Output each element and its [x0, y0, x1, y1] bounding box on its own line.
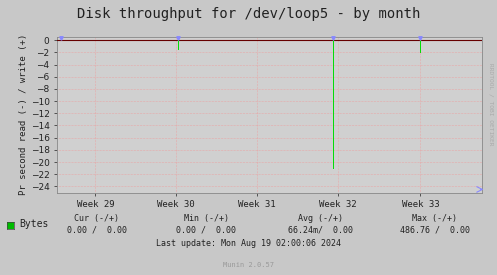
- Text: 486.76 /  0.00: 486.76 / 0.00: [400, 225, 470, 234]
- Text: 66.24m/  0.00: 66.24m/ 0.00: [288, 225, 353, 234]
- Text: RRDTOOL / TOBI OETIKER: RRDTOOL / TOBI OETIKER: [489, 63, 494, 146]
- Text: 0.00 /  0.00: 0.00 / 0.00: [67, 225, 127, 234]
- Text: Disk throughput for /dev/loop5 - by month: Disk throughput for /dev/loop5 - by mont…: [77, 7, 420, 21]
- Text: Max (-/+): Max (-/+): [413, 214, 457, 223]
- Text: Munin 2.0.57: Munin 2.0.57: [223, 262, 274, 268]
- Text: Last update: Mon Aug 19 02:00:06 2024: Last update: Mon Aug 19 02:00:06 2024: [156, 239, 341, 248]
- Text: Min (-/+): Min (-/+): [184, 214, 229, 223]
- Text: Avg (-/+): Avg (-/+): [298, 214, 343, 223]
- Y-axis label: Pr second read (-) / write (+): Pr second read (-) / write (+): [19, 34, 28, 196]
- Text: 0.00 /  0.00: 0.00 / 0.00: [176, 225, 236, 234]
- Text: Bytes: Bytes: [19, 219, 48, 229]
- Text: Cur (-/+): Cur (-/+): [75, 214, 119, 223]
